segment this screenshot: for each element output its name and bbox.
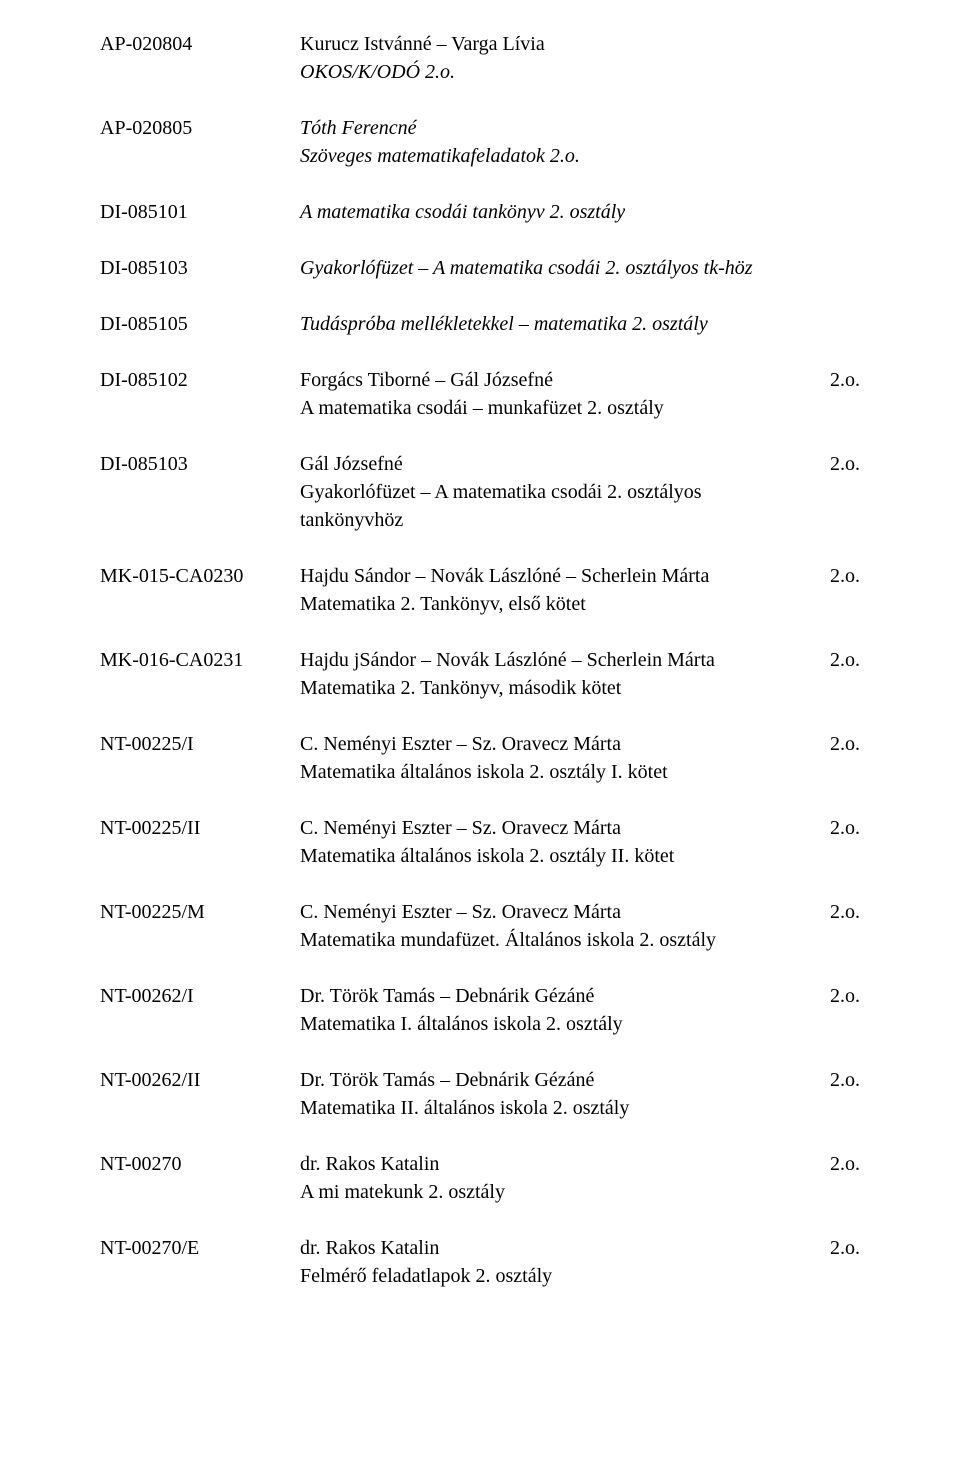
entry-grade: 2.o. xyxy=(810,982,860,1010)
entry-grade: 2.o. xyxy=(810,1234,860,1262)
entry-line1: C. Neményi Eszter – Sz. Oravecz Márta xyxy=(300,898,800,926)
entry-line2: Matematika mundafüzet. Általános iskola … xyxy=(300,926,800,954)
entry-line2: OKOS/K/ODÓ 2.o. xyxy=(300,58,800,86)
entry-grade: 2.o. xyxy=(810,1150,860,1178)
entry-grade: 2.o. xyxy=(810,646,860,674)
entry-line1: Dr. Török Tamás – Debnárik Gézáné xyxy=(300,982,800,1010)
entry-grade: 2.o. xyxy=(810,562,860,590)
entry-row: AP-020804Kurucz Istvánné – Varga LíviaOK… xyxy=(100,30,860,86)
entry-row: NT-00225/IIC. Neményi Eszter – Sz. Orave… xyxy=(100,814,860,870)
entry-text: Gyakorlófüzet – A matematika csodái 2. o… xyxy=(300,254,810,282)
entry-line1: Hajdu Sándor – Novák Lászlóné – Scherlei… xyxy=(300,562,800,590)
entry-row: NT-00262/IIDr. Török Tamás – Debnárik Gé… xyxy=(100,1066,860,1122)
entry-row: DI-085105Tudáspróba mellékletekkel – mat… xyxy=(100,310,860,338)
entry-code: AP-020805 xyxy=(100,114,300,142)
entry-grade: 2.o. xyxy=(810,730,860,758)
entry-row: NT-00270/Edr. Rakos KatalinFelmérő felad… xyxy=(100,1234,860,1290)
entry-line1: Hajdu jSándor – Novák Lászlóné – Scherle… xyxy=(300,646,800,674)
entry-text: Hajdu jSándor – Novák Lászlóné – Scherle… xyxy=(300,646,810,702)
entry-grade: 2.o. xyxy=(810,450,860,478)
entry-code: NT-00225/I xyxy=(100,730,300,758)
entry-row: NT-00225/MC. Neményi Eszter – Sz. Oravec… xyxy=(100,898,860,954)
entry-line1: Kurucz Istvánné – Varga Lívia xyxy=(300,30,800,58)
entry-row: MK-015-CA0230Hajdu Sándor – Novák László… xyxy=(100,562,860,618)
entry-code: DI-085103 xyxy=(100,450,300,478)
entry-code: NT-00225/II xyxy=(100,814,300,842)
entry-text: Gál JózsefnéGyakorlófüzet – A matematika… xyxy=(300,450,810,534)
entry-row: NT-00270dr. Rakos KatalinA mi matekunk 2… xyxy=(100,1150,860,1206)
entry-grade: 2.o. xyxy=(810,366,860,394)
entry-line2: Matematika 2. Tankönyv, második kötet xyxy=(300,674,800,702)
entry-code: NT-00270 xyxy=(100,1150,300,1178)
entry-line2: Matematika II. általános iskola 2. osztá… xyxy=(300,1094,800,1122)
entry-line1: C. Neményi Eszter – Sz. Oravecz Márta xyxy=(300,730,800,758)
entry-line2: Szöveges matematikafeladatok 2.o. xyxy=(300,142,800,170)
entry-text: C. Neményi Eszter – Sz. Oravecz MártaMat… xyxy=(300,814,810,870)
entry-line2: A matematika csodái – munkafüzet 2. oszt… xyxy=(300,394,800,422)
entry-line1: A matematika csodái tankönyv 2. osztály xyxy=(300,198,800,226)
entry-text: dr. Rakos KatalinFelmérő feladatlapok 2.… xyxy=(300,1234,810,1290)
entry-row: AP-020805Tóth FerencnéSzöveges matematik… xyxy=(100,114,860,170)
entry-line2: Matematika általános iskola 2. osztály I… xyxy=(300,758,800,786)
entry-code: NT-00262/II xyxy=(100,1066,300,1094)
entry-line2: Matematika 2. Tankönyv, első kötet xyxy=(300,590,800,618)
entry-line1: Forgács Tiborné – Gál Józsefné xyxy=(300,366,800,394)
entry-text: C. Neményi Eszter – Sz. Oravecz MártaMat… xyxy=(300,898,810,954)
entry-text: Dr. Török Tamás – Debnárik GézánéMatemat… xyxy=(300,982,810,1038)
entry-code: NT-00262/I xyxy=(100,982,300,1010)
entry-grade: 2.o. xyxy=(810,1066,860,1094)
entry-text: Kurucz Istvánné – Varga LíviaOKOS/K/ODÓ … xyxy=(300,30,810,86)
entry-code: MK-015-CA0230 xyxy=(100,562,300,590)
entry-code: DI-085105 xyxy=(100,310,300,338)
entry-code: NT-00225/M xyxy=(100,898,300,926)
entry-text: dr. Rakos KatalinA mi matekunk 2. osztál… xyxy=(300,1150,810,1206)
entry-text: C. Neményi Eszter – Sz. Oravecz MártaMat… xyxy=(300,730,810,786)
entry-line1: Dr. Török Tamás – Debnárik Gézáné xyxy=(300,1066,800,1094)
entry-code: DI-085103 xyxy=(100,254,300,282)
entry-line2: A mi matekunk 2. osztály xyxy=(300,1178,800,1206)
entry-code: DI-085102 xyxy=(100,366,300,394)
entry-text: Tóth FerencnéSzöveges matematikafeladato… xyxy=(300,114,810,170)
entry-line1: C. Neményi Eszter – Sz. Oravecz Márta xyxy=(300,814,800,842)
entry-code: AP-020804 xyxy=(100,30,300,58)
entry-grade: 2.o. xyxy=(810,898,860,926)
entry-text: A matematika csodái tankönyv 2. osztály xyxy=(300,198,810,226)
entry-line1: Tóth Ferencné xyxy=(300,114,800,142)
entry-line1: Tudáspróba mellékletekkel – matematika 2… xyxy=(300,310,800,338)
entry-line2: Felmérő feladatlapok 2. osztály xyxy=(300,1262,800,1290)
entry-grade: 2.o. xyxy=(810,814,860,842)
entry-line2: Matematika I. általános iskola 2. osztál… xyxy=(300,1010,800,1038)
entry-row: MK-016-CA0231Hajdu jSándor – Novák Lászl… xyxy=(100,646,860,702)
entry-row: NT-00225/IC. Neményi Eszter – Sz. Oravec… xyxy=(100,730,860,786)
entry-row: DI-085103Gyakorlófüzet – A matematika cs… xyxy=(100,254,860,282)
entry-line1: dr. Rakos Katalin xyxy=(300,1150,800,1178)
entry-text: Forgács Tiborné – Gál JózsefnéA matemati… xyxy=(300,366,810,422)
entry-code: NT-00270/E xyxy=(100,1234,300,1262)
entry-code: MK-016-CA0231 xyxy=(100,646,300,674)
entry-code: DI-085101 xyxy=(100,198,300,226)
entry-row: DI-085101A matematika csodái tankönyv 2.… xyxy=(100,198,860,226)
entry-line2: Gyakorlófüzet – A matematika csodái 2. o… xyxy=(300,478,800,534)
entry-text: Tudáspróba mellékletekkel – matematika 2… xyxy=(300,310,810,338)
entry-line1: Gál Józsefné xyxy=(300,450,800,478)
entry-row: DI-085102Forgács Tiborné – Gál JózsefnéA… xyxy=(100,366,860,422)
entry-row: NT-00262/IDr. Török Tamás – Debnárik Géz… xyxy=(100,982,860,1038)
entry-line1: dr. Rakos Katalin xyxy=(300,1234,800,1262)
entry-text: Hajdu Sándor – Novák Lászlóné – Scherlei… xyxy=(300,562,810,618)
entries-list: AP-020804Kurucz Istvánné – Varga LíviaOK… xyxy=(100,30,860,1290)
entry-text: Dr. Török Tamás – Debnárik GézánéMatemat… xyxy=(300,1066,810,1122)
entry-line1: Gyakorlófüzet – A matematika csodái 2. o… xyxy=(300,254,800,282)
entry-row: DI-085103Gál JózsefnéGyakorlófüzet – A m… xyxy=(100,450,860,534)
entry-line2: Matematika általános iskola 2. osztály I… xyxy=(300,842,800,870)
